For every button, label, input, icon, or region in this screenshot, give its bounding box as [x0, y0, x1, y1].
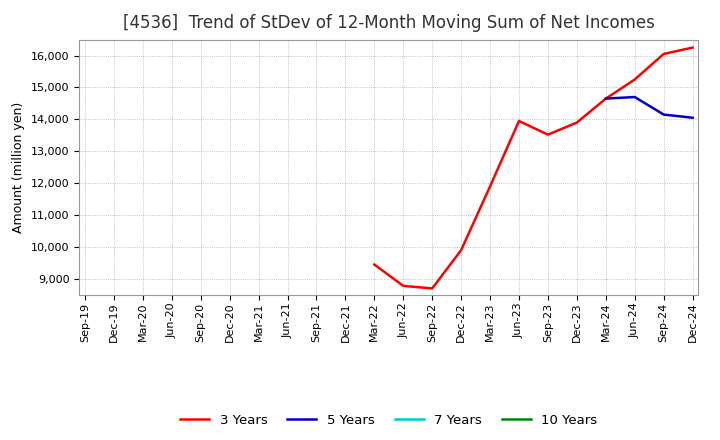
- 5 Years: [601, 96, 610, 101]
- 5 Years: [660, 112, 668, 117]
- 3 Years: [572, 120, 581, 125]
- 3 Years: [399, 283, 408, 289]
- Y-axis label: Amount (million yen): Amount (million yen): [12, 102, 25, 233]
- 3 Years: [601, 96, 610, 101]
- Legend: 3 Years, 5 Years, 7 Years, 10 Years: 3 Years, 5 Years, 7 Years, 10 Years: [175, 409, 603, 432]
- 3 Years: [631, 77, 639, 82]
- 3 Years: [660, 51, 668, 57]
- Title: [4536]  Trend of StDev of 12-Month Moving Sum of Net Incomes: [4536] Trend of StDev of 12-Month Moving…: [123, 15, 654, 33]
- 3 Years: [370, 262, 379, 267]
- 5 Years: [688, 115, 697, 121]
- 3 Years: [515, 118, 523, 124]
- Line: 5 Years: 5 Years: [606, 97, 693, 118]
- Line: 3 Years: 3 Years: [374, 48, 693, 289]
- 5 Years: [631, 94, 639, 99]
- 3 Years: [456, 247, 465, 253]
- 3 Years: [688, 45, 697, 50]
- 3 Years: [544, 132, 552, 137]
- 3 Years: [428, 286, 436, 291]
- 3 Years: [486, 184, 495, 189]
